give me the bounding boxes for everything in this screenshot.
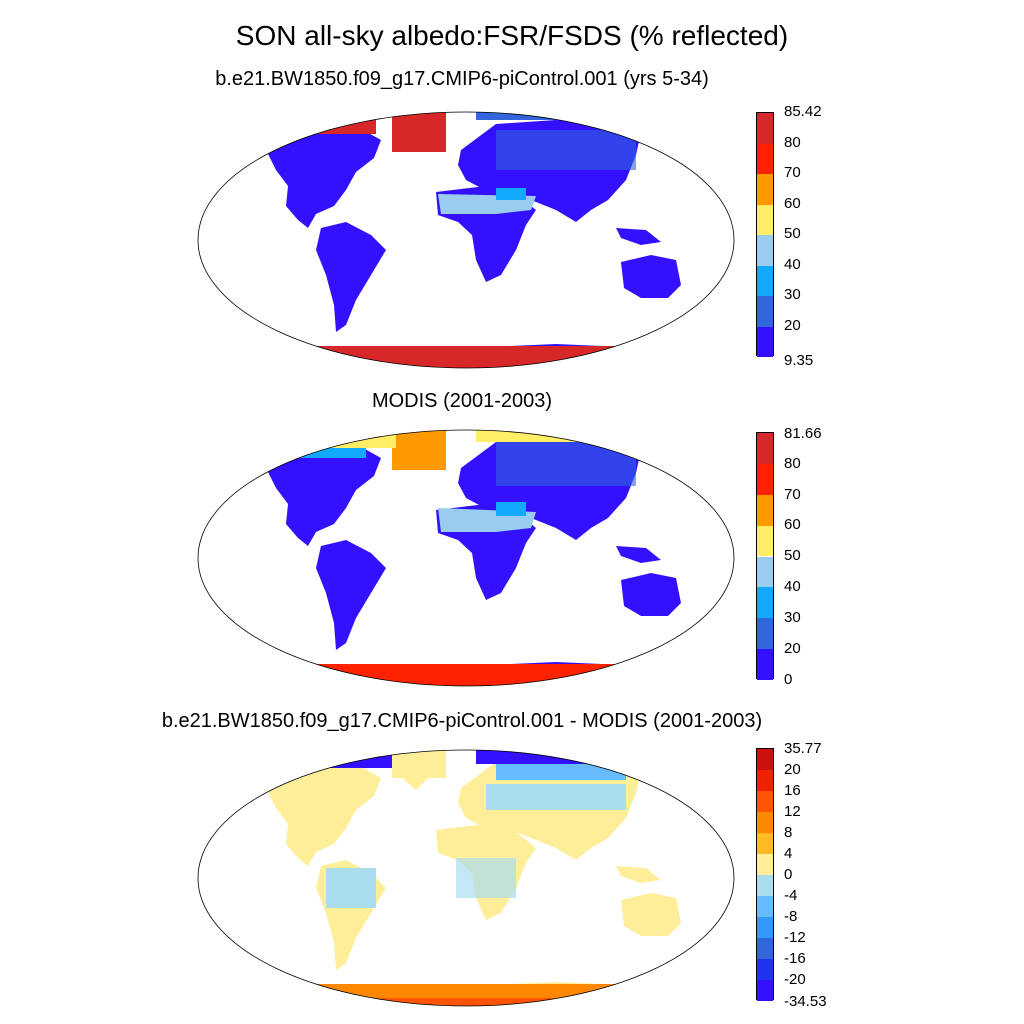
colorbar-modis-label: 20	[784, 640, 801, 657]
colorbar-modis-label: 30	[784, 609, 801, 626]
colorbar-difference-label: 35.77	[784, 740, 822, 757]
colorbar-difference: 35.77 20 16 12 8 4 0 -4 -8 -12 -16 -20 -…	[756, 741, 846, 1010]
colorbar-model-label: 50	[784, 225, 801, 242]
map-outline	[197, 749, 735, 1007]
colorbar-model-label: 40	[784, 256, 801, 273]
map-modis-albedo	[197, 429, 735, 687]
siberia-negative-difference	[476, 750, 646, 764]
colorbar-modis-label: 40	[784, 578, 801, 595]
siberia-mid-albedo	[496, 442, 636, 486]
colorbar-model-label: 70	[784, 164, 801, 181]
colorbar-modis-label: 50	[784, 547, 801, 564]
colorbar-difference-label: -4	[784, 887, 798, 904]
colorbar-difference-label: -34.53	[784, 993, 827, 1010]
map-outline	[197, 429, 735, 687]
colorbar-model-label: 20	[784, 317, 801, 334]
figure-title: SON all-sky albedo:FSR/FSDS (% reflected…	[235, 20, 789, 51]
greenland-high-albedo	[392, 112, 446, 152]
siberia-mid-albedo	[496, 130, 636, 170]
colorbar-modis-label: 80	[784, 455, 801, 472]
colorbar-difference-label: 4	[784, 845, 793, 862]
map-model-albedo	[197, 111, 735, 369]
colorbar-difference-label: -16	[784, 950, 806, 967]
panel-title-model: b.e21.BW1850.f09_g17.CMIP6-piControl.001…	[215, 68, 709, 90]
colorbar-modis-label: 70	[784, 486, 801, 503]
colorbar-model-label: 85.42	[784, 103, 822, 120]
arctic-canada-high-albedo	[256, 112, 376, 134]
colorbar-model-label: 60	[784, 195, 801, 212]
greenland-high-albedo	[392, 430, 446, 470]
colorbar-difference-label: -12	[784, 929, 806, 946]
panel-title-difference: b.e21.BW1850.f09_g17.CMIP6-piControl.001…	[161, 710, 763, 732]
colorbar-modis-label: 0	[784, 671, 793, 688]
colorbar-modis-label: 60	[784, 516, 801, 533]
panel-title-modis: MODIS (2001-2003)	[371, 390, 553, 412]
colorbar-model-box	[756, 112, 774, 357]
colorbar-modis-box	[756, 432, 774, 680]
colorbar-model-label: 80	[784, 134, 801, 151]
colorbar-model: 85.42 80 70 60 50 40 30 20 9.35	[756, 104, 836, 369]
colorbar-difference-label: 20	[784, 761, 801, 778]
colorbar-difference-label: 8	[784, 824, 793, 841]
antarctica-high-albedo	[198, 664, 734, 686]
colorbar-difference-label: 0	[784, 866, 793, 883]
colorbar-difference-label: 16	[784, 782, 801, 799]
colorbar-difference-label: -20	[784, 971, 806, 988]
colorbar-model-label: 30	[784, 286, 801, 303]
colorbar-modis: 81.66 80 70 60 50 40 30 20 0	[756, 426, 836, 688]
colorbar-difference-label: -8	[784, 908, 798, 925]
antarctica-high-albedo	[198, 346, 734, 368]
map-difference-albedo	[197, 749, 735, 1007]
colorbar-model-label: 9.35	[784, 352, 814, 369]
colorbar-modis-label: 81.66	[784, 425, 822, 442]
colorbar-difference-label: 12	[784, 803, 801, 820]
map-outline	[197, 111, 735, 369]
colorbar-difference-box	[756, 748, 774, 1001]
